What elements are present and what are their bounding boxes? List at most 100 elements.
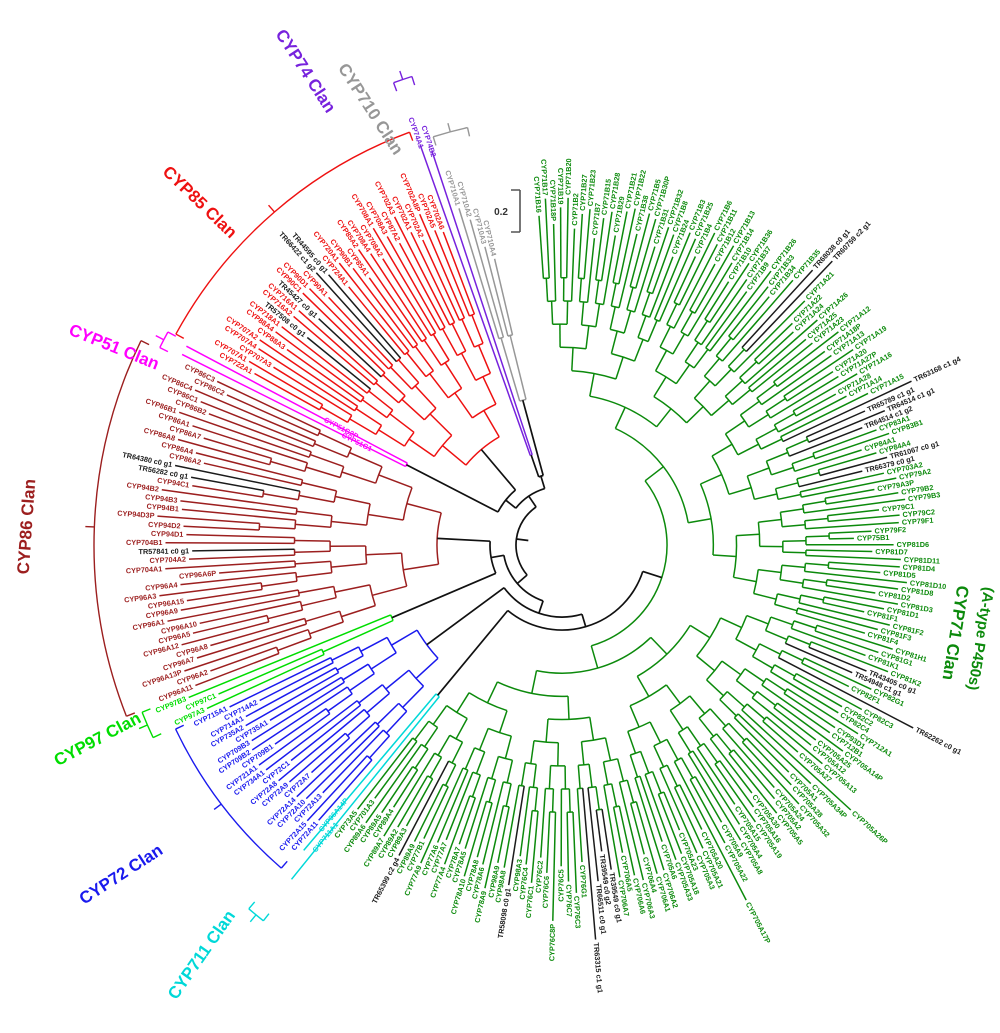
leaf-label: CYP704B1: [126, 538, 163, 547]
branch: [756, 383, 776, 399]
branch: [635, 801, 658, 874]
branch: [360, 636, 388, 652]
branch: [251, 681, 345, 742]
branch: [335, 495, 371, 505]
branch: [557, 742, 560, 766]
branch: [477, 344, 492, 374]
branch: [797, 607, 878, 631]
branch: [803, 578, 827, 584]
branch: [306, 336, 371, 390]
branch: [451, 323, 467, 352]
branch-arc: [765, 460, 773, 476]
branch: [675, 364, 691, 385]
branch: [741, 709, 852, 811]
branch: [382, 374, 406, 397]
branch: [801, 477, 897, 498]
branch: [805, 549, 873, 553]
branch: [744, 319, 818, 385]
branch: [780, 392, 869, 438]
branch: [196, 623, 307, 659]
branch: [192, 425, 308, 464]
branch: [305, 725, 380, 800]
branch: [795, 393, 837, 417]
branch: [429, 413, 453, 436]
branch: [365, 552, 402, 556]
leaf-label: CYP96A6P: [179, 569, 217, 581]
branch: [741, 269, 814, 349]
branch: [471, 314, 484, 344]
branch: [398, 760, 450, 856]
branch: [629, 803, 645, 855]
clan-bracket-tick: [167, 331, 177, 337]
leaf-label: CYP705A17P: [744, 901, 773, 946]
clan-bracket-tick: [248, 901, 256, 910]
branch: [656, 408, 672, 428]
branch: [431, 150, 533, 456]
branch: [653, 376, 667, 397]
branch: [773, 707, 817, 741]
branch: [422, 239, 461, 321]
leaf-label: TR62262 c0 g1: [914, 725, 963, 756]
branch: [408, 438, 435, 458]
branch: [546, 811, 551, 873]
branch: [736, 533, 760, 537]
leaf-label: CYP71B7: [590, 202, 602, 235]
branch: [180, 500, 297, 516]
branch: [419, 144, 532, 456]
branch: [386, 236, 441, 331]
branch: [341, 471, 376, 484]
branch-arc: [507, 571, 644, 631]
leaf-label: CYP76C4: [518, 866, 531, 900]
branch: [540, 475, 546, 489]
branch: [637, 315, 647, 338]
branch: [791, 455, 815, 465]
branch: [786, 688, 859, 735]
branch: [194, 389, 316, 442]
branch: [795, 672, 863, 711]
branch: [773, 331, 839, 383]
branch: [530, 454, 540, 478]
leaf-label: CYP81D10: [909, 578, 946, 591]
clan-bracket-tick: [175, 333, 185, 339]
branch: [263, 493, 299, 501]
branch: [634, 777, 665, 871]
branch: [609, 306, 616, 330]
branch: [754, 493, 778, 501]
branch: [716, 733, 732, 753]
branch: [669, 709, 684, 731]
clan-label-cyp710: CYP710 Clan: [334, 60, 407, 158]
branch: [648, 256, 674, 318]
branch: [245, 667, 337, 718]
leaf-label: CYP76C7: [564, 884, 574, 917]
branch: [451, 741, 464, 764]
branch: [376, 702, 400, 725]
leaf-label: CYP81D7: [875, 547, 908, 557]
branch: [423, 786, 449, 839]
branch: [694, 320, 709, 341]
branch: [751, 342, 813, 393]
branch: [398, 242, 446, 328]
branch: [753, 592, 777, 600]
branch: [565, 197, 569, 278]
branch: [296, 571, 332, 578]
branch: [828, 514, 900, 523]
branch: [420, 767, 464, 864]
branch: [724, 380, 743, 397]
branch-arc: [615, 427, 689, 523]
branch: [816, 624, 893, 650]
branch-arc: [503, 555, 544, 602]
clan-bracket-tick: [408, 132, 414, 141]
branch: [636, 675, 650, 697]
branch: [747, 467, 770, 477]
branch: [623, 310, 632, 334]
leaf-label: CYP94B3: [145, 492, 178, 505]
leaf-label: CYP76C5: [556, 869, 565, 901]
branch: [180, 571, 296, 586]
branch: [295, 523, 331, 528]
branch: [357, 737, 414, 810]
leaf-label: CYP71B27: [578, 174, 589, 211]
branch: [275, 331, 365, 399]
branch: [800, 472, 885, 493]
branch: [463, 801, 488, 877]
